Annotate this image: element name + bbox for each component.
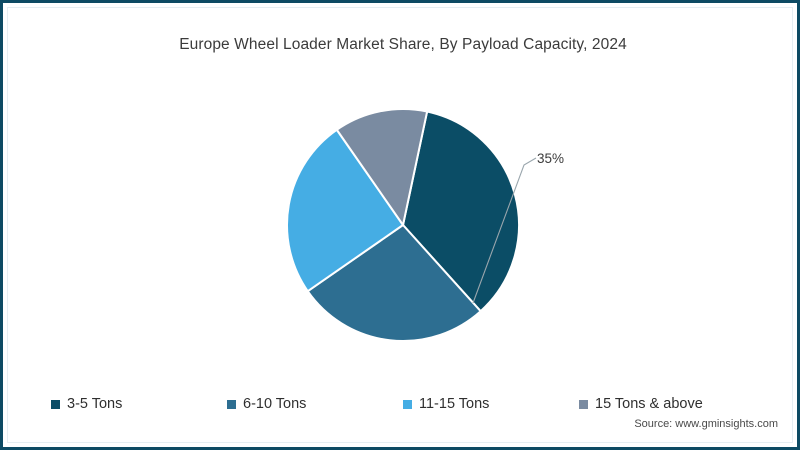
pie-slice[interactable] <box>335 108 429 226</box>
data-label-leader-line <box>472 157 537 304</box>
pie-slice[interactable] <box>402 110 520 313</box>
legend-swatch-icon <box>51 399 60 409</box>
source-attribution: Source: www.gminsights.com <box>634 418 778 430</box>
legend-swatch-icon <box>227 399 236 409</box>
legend-swatch-icon <box>403 399 412 409</box>
legend-swatch-icon <box>579 399 588 409</box>
legend-label: 15 Tons & above <box>595 396 703 412</box>
legend-label: 11-15 Tons <box>419 396 490 412</box>
legend-item-15-tons-and-above[interactable]: 15 Tons & above <box>579 396 759 412</box>
pie-data-label-3-5-tons: 35% <box>537 151 565 166</box>
pie-slice[interactable] <box>286 128 404 293</box>
legend-item-3-5-tons[interactable]: 3-5 Tons <box>47 396 227 412</box>
chart-title: Europe Wheel Loader Market Share, By Pay… <box>179 36 627 53</box>
pie-chart-area <box>3 3 797 447</box>
pie-slice[interactable] <box>306 224 482 342</box>
chart-legend: 3-5 Tons 6-10 Tons 11-15 Tons 15 Tons & … <box>3 396 797 412</box>
legend-label: 6-10 Tons <box>243 396 307 412</box>
legend-item-11-15-tons[interactable]: 11-15 Tons <box>403 396 579 412</box>
legend-label: 3-5 Tons <box>67 396 123 412</box>
pie-chart-svg <box>286 108 537 342</box>
legend-item-6-10-tons[interactable]: 6-10 Tons <box>227 396 403 412</box>
pie-slices-group <box>286 108 520 342</box>
